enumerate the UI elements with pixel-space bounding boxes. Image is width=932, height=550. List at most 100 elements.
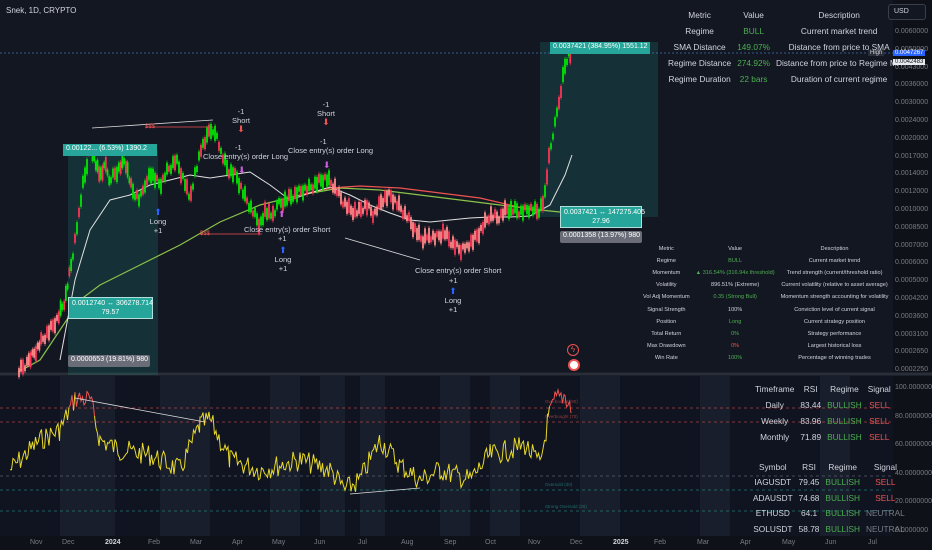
candle-body [74,233,76,243]
candle-body [296,187,298,203]
table-cell: Signal Strength [647,306,686,313]
candle-body [548,148,550,164]
candle-body [72,253,74,260]
candle-body [270,212,272,219]
candle-body [538,208,540,218]
candle-body [418,224,420,240]
rsi-symbol-table: Symbol RSI Regime Signal IAGUSDT 79.45 BULLISH… [750,459,908,537]
price-tick-label: 0.0017000 [895,152,929,160]
arrow-up-icon: ⬆ [154,207,162,217]
table-cell: Distance from price to Regime MA [775,58,903,68]
candle-body [84,167,86,183]
candle-body [392,194,394,210]
candle-body [202,138,204,148]
symbol-title[interactable]: Snek, 1D, CRYPTO [6,6,77,15]
candle-body [330,180,332,186]
candle-body [456,241,458,248]
table-cell: Regime Duration [668,74,731,84]
arrow-down-icon: ⬇ [238,165,246,175]
table-cell: 79.45 [798,477,820,488]
table-header: Symbol [758,461,787,472]
trade-box-2-line2: 79.57 [101,309,120,316]
price-tick-label: 0.0043000 [895,63,929,71]
table-row: Momentum ▲ 316.54% (316.94x threshold) Tre… [640,267,891,279]
candle-body [476,229,478,242]
plus1-label: +1 [153,226,163,235]
candle-body [486,216,488,223]
rsi-tick-label: 40.0000000 [895,469,932,477]
price-tick-label: 0.0005000 [895,277,929,285]
flag-icon[interactable] [568,359,580,371]
candle-body [86,159,88,175]
candle-body [170,164,172,174]
short-label: Short [317,109,335,118]
candle-body [402,209,404,219]
table-row: Weekly 83.96 BULLISH SELL [752,413,894,429]
candle-body [500,208,502,218]
candle-body [346,201,348,214]
candle-body [250,200,252,213]
candle-body [430,236,432,243]
candle-body [304,184,306,191]
candle-body [42,335,44,342]
table-cell: Win Rate [654,354,678,361]
candle-body [368,202,370,209]
trade-box-3: 0.0000653 (19.81%) 980 [68,355,150,367]
price-tick-label: 0.0010000 [895,206,929,213]
candle-body [442,223,444,239]
table-cell: BULLISH [825,477,861,488]
candle-body [154,172,156,188]
table-cell: Daily [765,400,784,410]
table-cell: Duration of current regime [790,74,888,84]
candle-body [40,332,43,345]
rsi-level-label: Overbought (80) [545,399,578,404]
table-row: Monthly 71.89 BULLISH SELL [752,429,894,445]
sma-line [59,154,573,361]
candle-body [292,195,294,202]
table-cell: SELL [875,492,896,503]
candle-body [99,167,102,180]
candle-body [63,300,66,310]
candle-body [156,175,158,182]
rsi-line [94,406,550,492]
candle-body [332,183,334,193]
candle-body [426,234,428,241]
rsi-divergence-line [74,397,206,423]
candle-body [566,58,568,65]
minus1-label: -1 [322,100,330,109]
table-cell: Largest historical loss [807,342,862,349]
candle-body [78,208,80,217]
table-row: ETHUSD 64.1 BULLISH NEUTRAL [750,506,908,522]
candle-body [66,283,69,290]
strategy-metrics-table: Metric Value Description Regime BULL Current … [640,243,891,364]
long-signal-2: ⬆ Long +1 [271,246,295,274]
candle-body [216,132,218,139]
candle-body [484,212,486,228]
rsi-tick-label: 20.0000000 [895,498,932,506]
candle-body [480,224,482,231]
candle-body [354,202,356,218]
currency-button[interactable]: USD [888,4,926,20]
table-cell: SELL [869,400,890,410]
table-header: Signal [873,461,897,472]
table-cell: 896.51% (Extreme) [711,282,760,289]
candle-body [520,205,522,215]
flash-icon[interactable]: ϟ [567,344,579,356]
candle-body [554,117,556,127]
candle-body [556,107,558,117]
rsi-band [490,376,520,536]
candle-body [384,190,386,203]
regime-band [540,42,658,217]
candle-body [424,228,426,244]
table-row: ADAUSDT 74.68 BULLISH SELL [750,490,908,506]
rsi-axis[interactable]: 100.0000000 80.0000000 60.0000000 40.000000… [893,376,932,536]
trade-box-5-line2: 27.96 [592,218,610,225]
candle-body [218,141,220,151]
table-cell: Position [656,318,677,325]
candle-body [528,205,530,218]
time-axis[interactable]: Nov Dec 2024 Feb Mar Apr May Jun Jul Aug Sep Oct Nov… [0,536,893,550]
table-cell: Weekly [761,416,789,426]
candle-body [338,187,340,197]
